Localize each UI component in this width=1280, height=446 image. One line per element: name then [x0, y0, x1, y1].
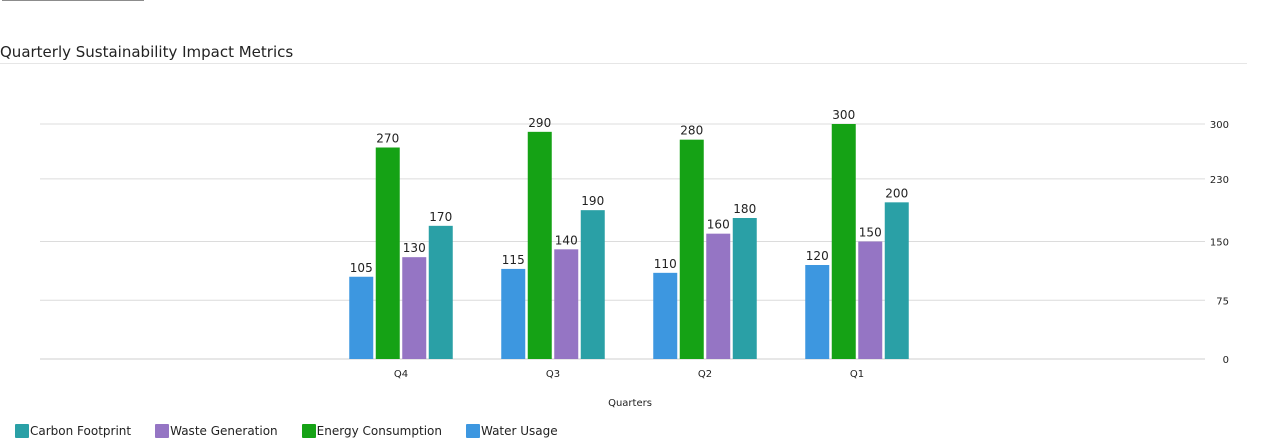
data-label: 270 [376, 132, 399, 146]
legend-swatch [15, 424, 29, 438]
data-label: 120 [806, 249, 829, 263]
bar-carbon-footprint [428, 225, 453, 359]
bar-energy-consumption [831, 124, 856, 359]
bar-waste-generation [402, 257, 427, 359]
data-label: 180 [733, 202, 756, 216]
data-label: 290 [528, 116, 551, 130]
data-label: 110 [654, 257, 677, 271]
chart-title: Quarterly Sustainability Impact Metrics [0, 43, 294, 61]
bar-energy-consumption [375, 147, 400, 359]
bar-energy-consumption [679, 139, 704, 359]
data-label: 170 [429, 210, 452, 224]
data-label: 115 [502, 253, 525, 267]
data-label: 280 [680, 124, 703, 138]
legend-label: Waste Generation [170, 424, 278, 438]
legend-swatch [301, 424, 316, 438]
data-label: 190 [581, 194, 604, 208]
legend-label: Water Usage [480, 424, 558, 438]
legend-label: Carbon Footprint [30, 424, 132, 438]
legend-item[interactable]: Waste Generation [155, 424, 278, 438]
bar-chart: 0 75 150 230 300 105 270 130 170 Q4 115 290 140 190 Q3… [40, 108, 1229, 409]
x-tick-label: Q1 [850, 369, 864, 380]
bar-waste-generation [858, 241, 883, 359]
y-tick-label: 150 [1210, 238, 1229, 249]
data-label: 300 [832, 108, 855, 122]
legend-item[interactable]: Carbon Footprint [15, 424, 131, 438]
data-label: 160 [707, 218, 730, 232]
x-tick-label: Q4 [394, 369, 408, 380]
y-tick-label: 75 [1216, 296, 1229, 307]
bar-waste-generation [706, 233, 731, 359]
bar-water-usage [349, 276, 374, 359]
top-divider [2, 0, 144, 1]
bar-carbon-footprint [884, 202, 909, 359]
bar-water-usage [805, 265, 830, 359]
bar-water-usage [653, 272, 678, 359]
x-tick-label: Q3 [546, 369, 560, 380]
data-label: 200 [885, 186, 908, 200]
legend-swatch [465, 424, 480, 438]
legend-item[interactable]: Energy Consumption [301, 424, 442, 438]
x-tick-label: Q2 [698, 369, 712, 380]
chart-legend: Carbon Footprint Waste Generation Energy C… [15, 423, 582, 439]
data-label: 150 [859, 226, 882, 240]
bar-energy-consumption [527, 131, 552, 359]
title-divider [0, 63, 1247, 64]
bar-water-usage [501, 268, 526, 359]
y-tick-label: 230 [1210, 175, 1229, 186]
legend-item[interactable]: Water Usage [465, 424, 558, 438]
bar-carbon-footprint [732, 218, 757, 359]
x-axis-title: Quarters [608, 398, 652, 409]
bar-carbon-footprint [580, 210, 605, 359]
y-tick-label: 0 [1223, 355, 1229, 366]
data-label: 105 [350, 261, 373, 275]
y-tick-label: 300 [1210, 120, 1229, 131]
data-label: 130 [403, 241, 426, 255]
legend-label: Energy Consumption [316, 424, 442, 438]
data-label: 140 [555, 233, 578, 247]
bar-waste-generation [554, 249, 579, 359]
legend-swatch [155, 424, 170, 438]
